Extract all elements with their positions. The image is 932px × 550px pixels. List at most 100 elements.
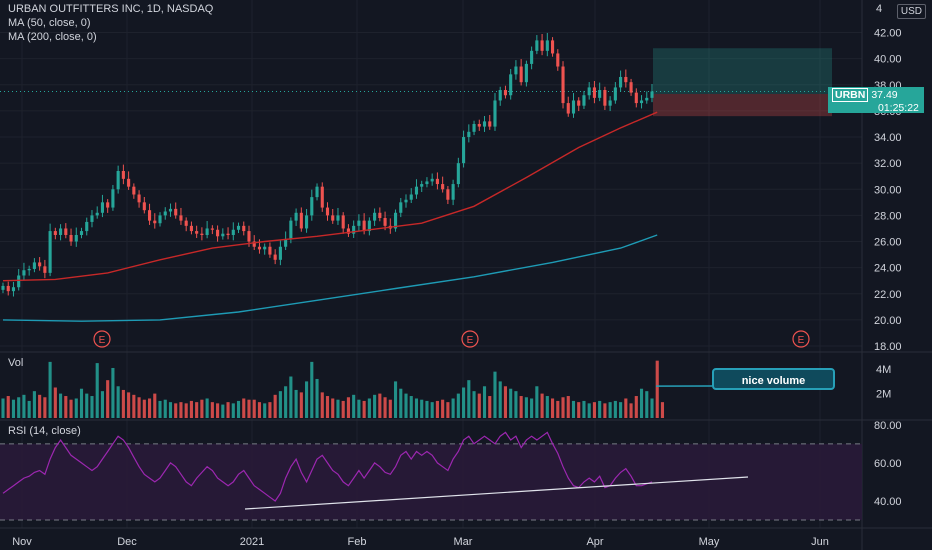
rsi-pane-label: RSI (14, close): [8, 425, 81, 437]
volume-bar: [168, 402, 173, 418]
candle: [540, 40, 544, 51]
candle: [263, 246, 267, 250]
candle: [226, 233, 230, 235]
candle: [571, 100, 576, 114]
candle: [11, 287, 16, 292]
candle: [195, 231, 199, 234]
volume-bar: [32, 391, 36, 418]
candle: [556, 53, 560, 67]
volume-bar: [43, 397, 47, 418]
candle: [362, 220, 366, 232]
volume-bar: [608, 402, 612, 418]
volume-bar: [498, 381, 502, 418]
candle: [200, 233, 204, 235]
volume-bar: [545, 396, 549, 418]
volume-bar: [530, 398, 534, 418]
time-axis[interactable]: Nov Dec 2021 Feb Mar Apr May Jun: [12, 536, 829, 548]
volume-bar: [352, 394, 356, 418]
volume-bar: [603, 403, 607, 418]
candle: [629, 82, 633, 93]
candle: [247, 231, 251, 242]
annotation-callout[interactable]: nice volume: [712, 368, 835, 390]
volume-bar: [121, 389, 125, 418]
volume-bar: [205, 398, 209, 418]
candle: [174, 208, 178, 216]
volume-bar: [629, 403, 633, 418]
candle: [341, 215, 345, 229]
volume-bar: [446, 402, 450, 418]
candle: [613, 87, 617, 101]
earnings-marker: [792, 330, 810, 348]
candle: [482, 121, 487, 127]
candle: [22, 270, 26, 276]
candle: [1, 285, 5, 290]
candle: [634, 92, 638, 104]
volume-bar: [116, 386, 120, 418]
candle: [305, 215, 309, 229]
volume-bar: [226, 402, 230, 418]
candle: [121, 170, 125, 179]
volume-bar: [592, 402, 596, 418]
rsi-tick-label: 60.00: [874, 458, 902, 470]
candle: [111, 189, 115, 208]
candle: [205, 228, 209, 235]
volume-bar: [106, 380, 110, 418]
candle: [409, 194, 413, 200]
candle: [493, 100, 497, 127]
price-tick-label: 32.00: [874, 158, 902, 170]
volume-bar: [1, 398, 5, 418]
position-tool[interactable]: [0, 48, 862, 117]
candle: [404, 199, 408, 203]
volume-bar: [462, 387, 466, 418]
volume-bar: [179, 402, 183, 418]
candle: [650, 91, 654, 98]
volume-bar: [477, 393, 481, 418]
earnings-marker-label: E: [798, 335, 805, 346]
volume-bar: [284, 386, 288, 418]
volume-bar: [252, 399, 256, 418]
candle: [619, 76, 623, 88]
volume-bar: [195, 402, 199, 418]
volume-bar: [472, 391, 476, 418]
candle: [498, 90, 502, 101]
earnings-marker-label: E: [99, 335, 106, 346]
time-tick-label: May: [699, 536, 720, 548]
price-tick-label: 20.00: [874, 315, 902, 327]
volume-bar: [221, 404, 225, 418]
symbol-badge: URBN: [832, 88, 869, 102]
volume-bar: [357, 399, 361, 418]
candle: [142, 202, 146, 211]
volume-bar: [210, 402, 214, 418]
candle: [550, 40, 555, 54]
candle: [346, 228, 350, 234]
volume-bar: [273, 394, 277, 418]
ma50-line: [2, 111, 658, 282]
candle: [147, 210, 152, 221]
volume-bar: [420, 399, 424, 418]
candle: [158, 215, 162, 224]
earnings-marker-label: E: [467, 335, 474, 346]
volume-bar: [6, 396, 10, 418]
volume-bar: [147, 398, 152, 418]
price-axis[interactable]: 18.00 20.00 22.00 24.00 26.00 28.00 30.00 32.00…: [874, 3, 902, 508]
candle: [268, 246, 272, 255]
volume-bar: [174, 403, 178, 418]
candle: [236, 225, 241, 230]
volume-bar: [74, 398, 78, 418]
candle: [535, 40, 539, 51]
candle: [294, 212, 298, 221]
candle: [331, 215, 335, 221]
volume-bar: [53, 387, 57, 418]
candle: [116, 170, 120, 190]
volume-bar: [132, 394, 136, 418]
currency-button[interactable]: USD: [896, 4, 926, 19]
volume-bar: [294, 389, 298, 418]
candle: [639, 100, 644, 104]
volume-bar: [388, 399, 392, 418]
earnings-marker: [461, 330, 479, 348]
rsi-tick-label: 40.00: [874, 496, 902, 508]
volume-pane-label: Vol: [8, 357, 24, 369]
volume-bar: [90, 396, 94, 418]
volume-bar: [299, 392, 303, 418]
candle: [325, 207, 330, 216]
